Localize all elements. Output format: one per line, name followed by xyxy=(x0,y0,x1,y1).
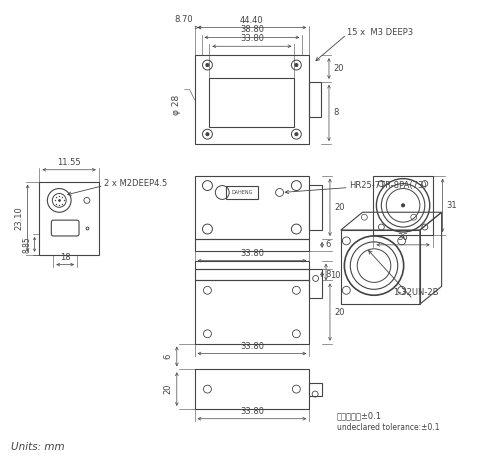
Bar xyxy=(309,185,322,230)
Text: 6: 6 xyxy=(164,354,173,359)
Text: 8.85: 8.85 xyxy=(22,236,32,253)
Bar xyxy=(40,182,99,255)
Text: DAHENG: DAHENG xyxy=(231,190,253,195)
Text: 20: 20 xyxy=(334,307,345,317)
Text: 10: 10 xyxy=(330,271,341,280)
Bar xyxy=(195,269,309,280)
Circle shape xyxy=(206,133,209,136)
Text: 8: 8 xyxy=(333,108,338,118)
Text: 33.80: 33.80 xyxy=(240,249,264,258)
Bar xyxy=(226,186,258,199)
Bar xyxy=(209,78,294,127)
Text: 15 x  M3 DEEP3: 15 x M3 DEEP3 xyxy=(347,28,413,37)
Text: 20: 20 xyxy=(164,384,173,394)
Text: 8: 8 xyxy=(325,270,330,279)
Text: 8.70: 8.70 xyxy=(174,14,193,24)
Text: 未标注公差±0.1: 未标注公差±0.1 xyxy=(337,411,382,420)
Bar xyxy=(195,239,309,251)
Text: undeclared tolerance:±0.1: undeclared tolerance:±0.1 xyxy=(337,423,439,432)
Text: 1-32UN-2B: 1-32UN-2B xyxy=(393,288,439,297)
Text: 6: 6 xyxy=(325,240,330,249)
Circle shape xyxy=(295,64,298,66)
Bar xyxy=(309,82,321,117)
Bar xyxy=(309,269,322,298)
Text: 38.80: 38.80 xyxy=(240,26,264,34)
Text: 11.55: 11.55 xyxy=(57,158,81,167)
Bar xyxy=(195,280,309,344)
Bar xyxy=(195,261,309,269)
Bar xyxy=(373,176,433,235)
Bar xyxy=(309,383,322,396)
Text: 33.80: 33.80 xyxy=(240,342,264,351)
Text: Units: mm: Units: mm xyxy=(11,442,64,452)
Text: 2 x M2DEEP4.5: 2 x M2DEEP4.5 xyxy=(103,179,167,188)
Text: 31: 31 xyxy=(447,201,457,210)
Text: 33.80: 33.80 xyxy=(240,407,264,416)
Text: 20: 20 xyxy=(333,64,344,73)
Bar xyxy=(195,55,309,144)
Circle shape xyxy=(206,64,209,66)
Text: 23.10: 23.10 xyxy=(15,206,23,230)
Text: HR25-7TR-8PA(73): HR25-7TR-8PA(73) xyxy=(349,181,427,190)
Text: 20: 20 xyxy=(334,203,345,212)
Text: φ 28: φ 28 xyxy=(172,94,182,115)
Circle shape xyxy=(295,133,298,136)
Bar xyxy=(195,176,309,239)
Circle shape xyxy=(402,204,405,207)
Text: 44.40: 44.40 xyxy=(240,15,264,25)
Text: 36: 36 xyxy=(398,233,408,242)
Text: 18: 18 xyxy=(60,252,70,262)
Text: 33.80: 33.80 xyxy=(240,34,264,43)
Bar xyxy=(195,369,309,409)
